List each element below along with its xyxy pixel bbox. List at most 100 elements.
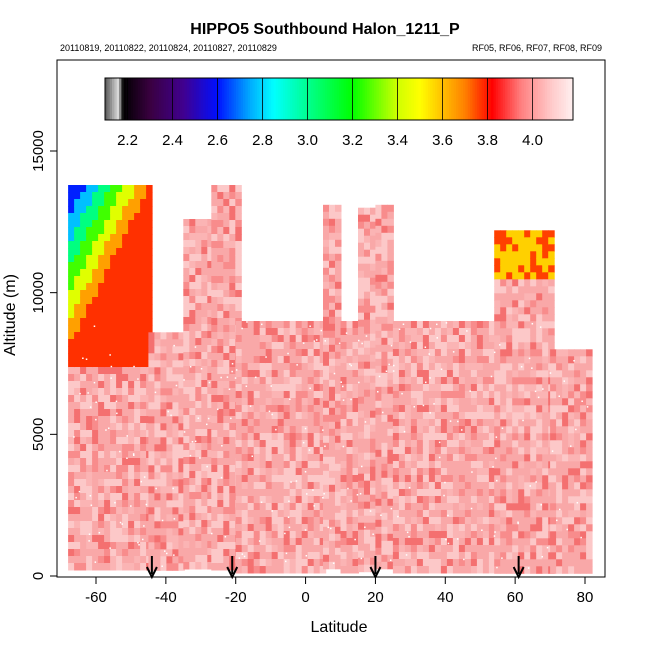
heatmap-cell [189, 226, 196, 234]
heatmap-cell [319, 412, 327, 420]
heatmap-cell [446, 538, 454, 546]
heatmap-cell [556, 391, 563, 399]
heatmap-cell [253, 468, 261, 476]
heatmap-cell [542, 489, 549, 497]
heatmap-cell [166, 451, 173, 459]
heatmap-cell [277, 447, 285, 455]
heatmap-cell [440, 531, 448, 539]
heatmap-cell [223, 479, 230, 487]
heatmap-cell [494, 384, 501, 392]
heatmap-cell [352, 503, 359, 511]
heatmap-cell [265, 356, 273, 364]
heatmap-cell [381, 302, 388, 311]
heatmap-cell [74, 381, 81, 389]
heatmap-cell [86, 437, 93, 445]
heatmap-cell [568, 482, 575, 490]
heatmap-cell [370, 382, 377, 391]
colorbar-segment [484, 78, 487, 120]
heatmap-cell [536, 482, 543, 490]
heatmap-cell [140, 276, 147, 284]
heatmap-cell [524, 293, 531, 301]
heatmap-cell [370, 235, 377, 244]
heatmap-cell [178, 514, 185, 522]
heatmap-cell [580, 349, 587, 357]
colorbar-segment [154, 78, 157, 120]
heatmap-cell [229, 199, 236, 207]
heatmap-cell [506, 566, 513, 574]
heatmap-cell [458, 405, 466, 413]
heatmap-cell [404, 552, 412, 560]
heatmap-cell [289, 370, 297, 378]
heatmap-cell [313, 433, 321, 441]
heatmap-cell [271, 433, 279, 441]
heatmap-cell [211, 227, 218, 235]
heatmap-cell [301, 328, 309, 336]
heatmap-cell [122, 234, 129, 242]
heatmap-cell [446, 552, 454, 560]
heatmap-cell [148, 458, 155, 466]
heatmap-cell [201, 254, 208, 262]
heatmap-cell [104, 402, 111, 410]
heatmap-cell [223, 486, 230, 494]
heatmap-cell [211, 395, 218, 403]
heatmap-cell [542, 524, 549, 532]
heatmap-cell [550, 510, 557, 518]
heatmap-cell [434, 461, 442, 469]
heatmap-cell [229, 507, 236, 515]
heatmap-cell [68, 388, 75, 396]
heatmap-cell [524, 517, 531, 525]
heatmap-cell [458, 419, 466, 427]
colorbar-segment [271, 78, 274, 120]
heatmap-cell [74, 465, 81, 473]
heatmap-cell [340, 370, 347, 378]
heatmap-cell [74, 507, 81, 515]
sample-dot [358, 381, 360, 384]
colorbar-segment [430, 78, 433, 120]
heatmap-cell [223, 409, 230, 417]
heatmap-cell [422, 391, 430, 399]
heatmap-cell [358, 431, 365, 440]
heatmap-cell [398, 398, 406, 406]
heatmap-cell [494, 314, 501, 322]
heatmap-cell [530, 475, 537, 483]
heatmap-cell [542, 349, 549, 357]
heatmap-cell [500, 391, 507, 399]
heatmap-cell [92, 423, 99, 431]
heatmap-cell [259, 405, 267, 413]
heatmap-cell [241, 447, 249, 455]
heatmap-cell [259, 377, 267, 385]
heatmap-cell [458, 503, 466, 511]
heatmap-cell [586, 510, 593, 518]
heatmap-cell [68, 507, 75, 515]
heatmap-cell [92, 192, 99, 200]
heatmap-cell [574, 356, 581, 364]
heatmap-cell [358, 529, 365, 538]
heatmap-cell [235, 545, 243, 553]
heatmap-cell [128, 423, 135, 431]
heatmap-cell [110, 318, 117, 326]
heatmap-cell [494, 412, 501, 420]
heatmap-cell [494, 496, 501, 504]
heatmap-cell [235, 241, 242, 249]
heatmap-cell [223, 500, 230, 508]
heatmap-cell [146, 192, 153, 200]
heatmap-cell [512, 447, 519, 455]
heatmap-cell [92, 304, 99, 312]
heatmap-cell [134, 325, 141, 333]
heatmap-cell [201, 520, 208, 528]
heatmap-cell [452, 377, 460, 385]
heatmap-cell [265, 566, 273, 574]
heatmap-cell [512, 349, 519, 357]
heatmap-cell [562, 496, 569, 504]
sample-dot [542, 388, 544, 390]
heatmap-cell [375, 365, 382, 374]
heatmap-cell [253, 405, 261, 413]
heatmap-cell [375, 442, 382, 451]
heatmap-cell [500, 489, 507, 497]
heatmap-cell [86, 346, 93, 354]
heatmap-cell [98, 276, 105, 284]
heatmap-cell [323, 365, 330, 374]
heatmap-cell [416, 468, 424, 476]
sample-dot [436, 337, 438, 339]
heatmap-cell [211, 542, 218, 550]
